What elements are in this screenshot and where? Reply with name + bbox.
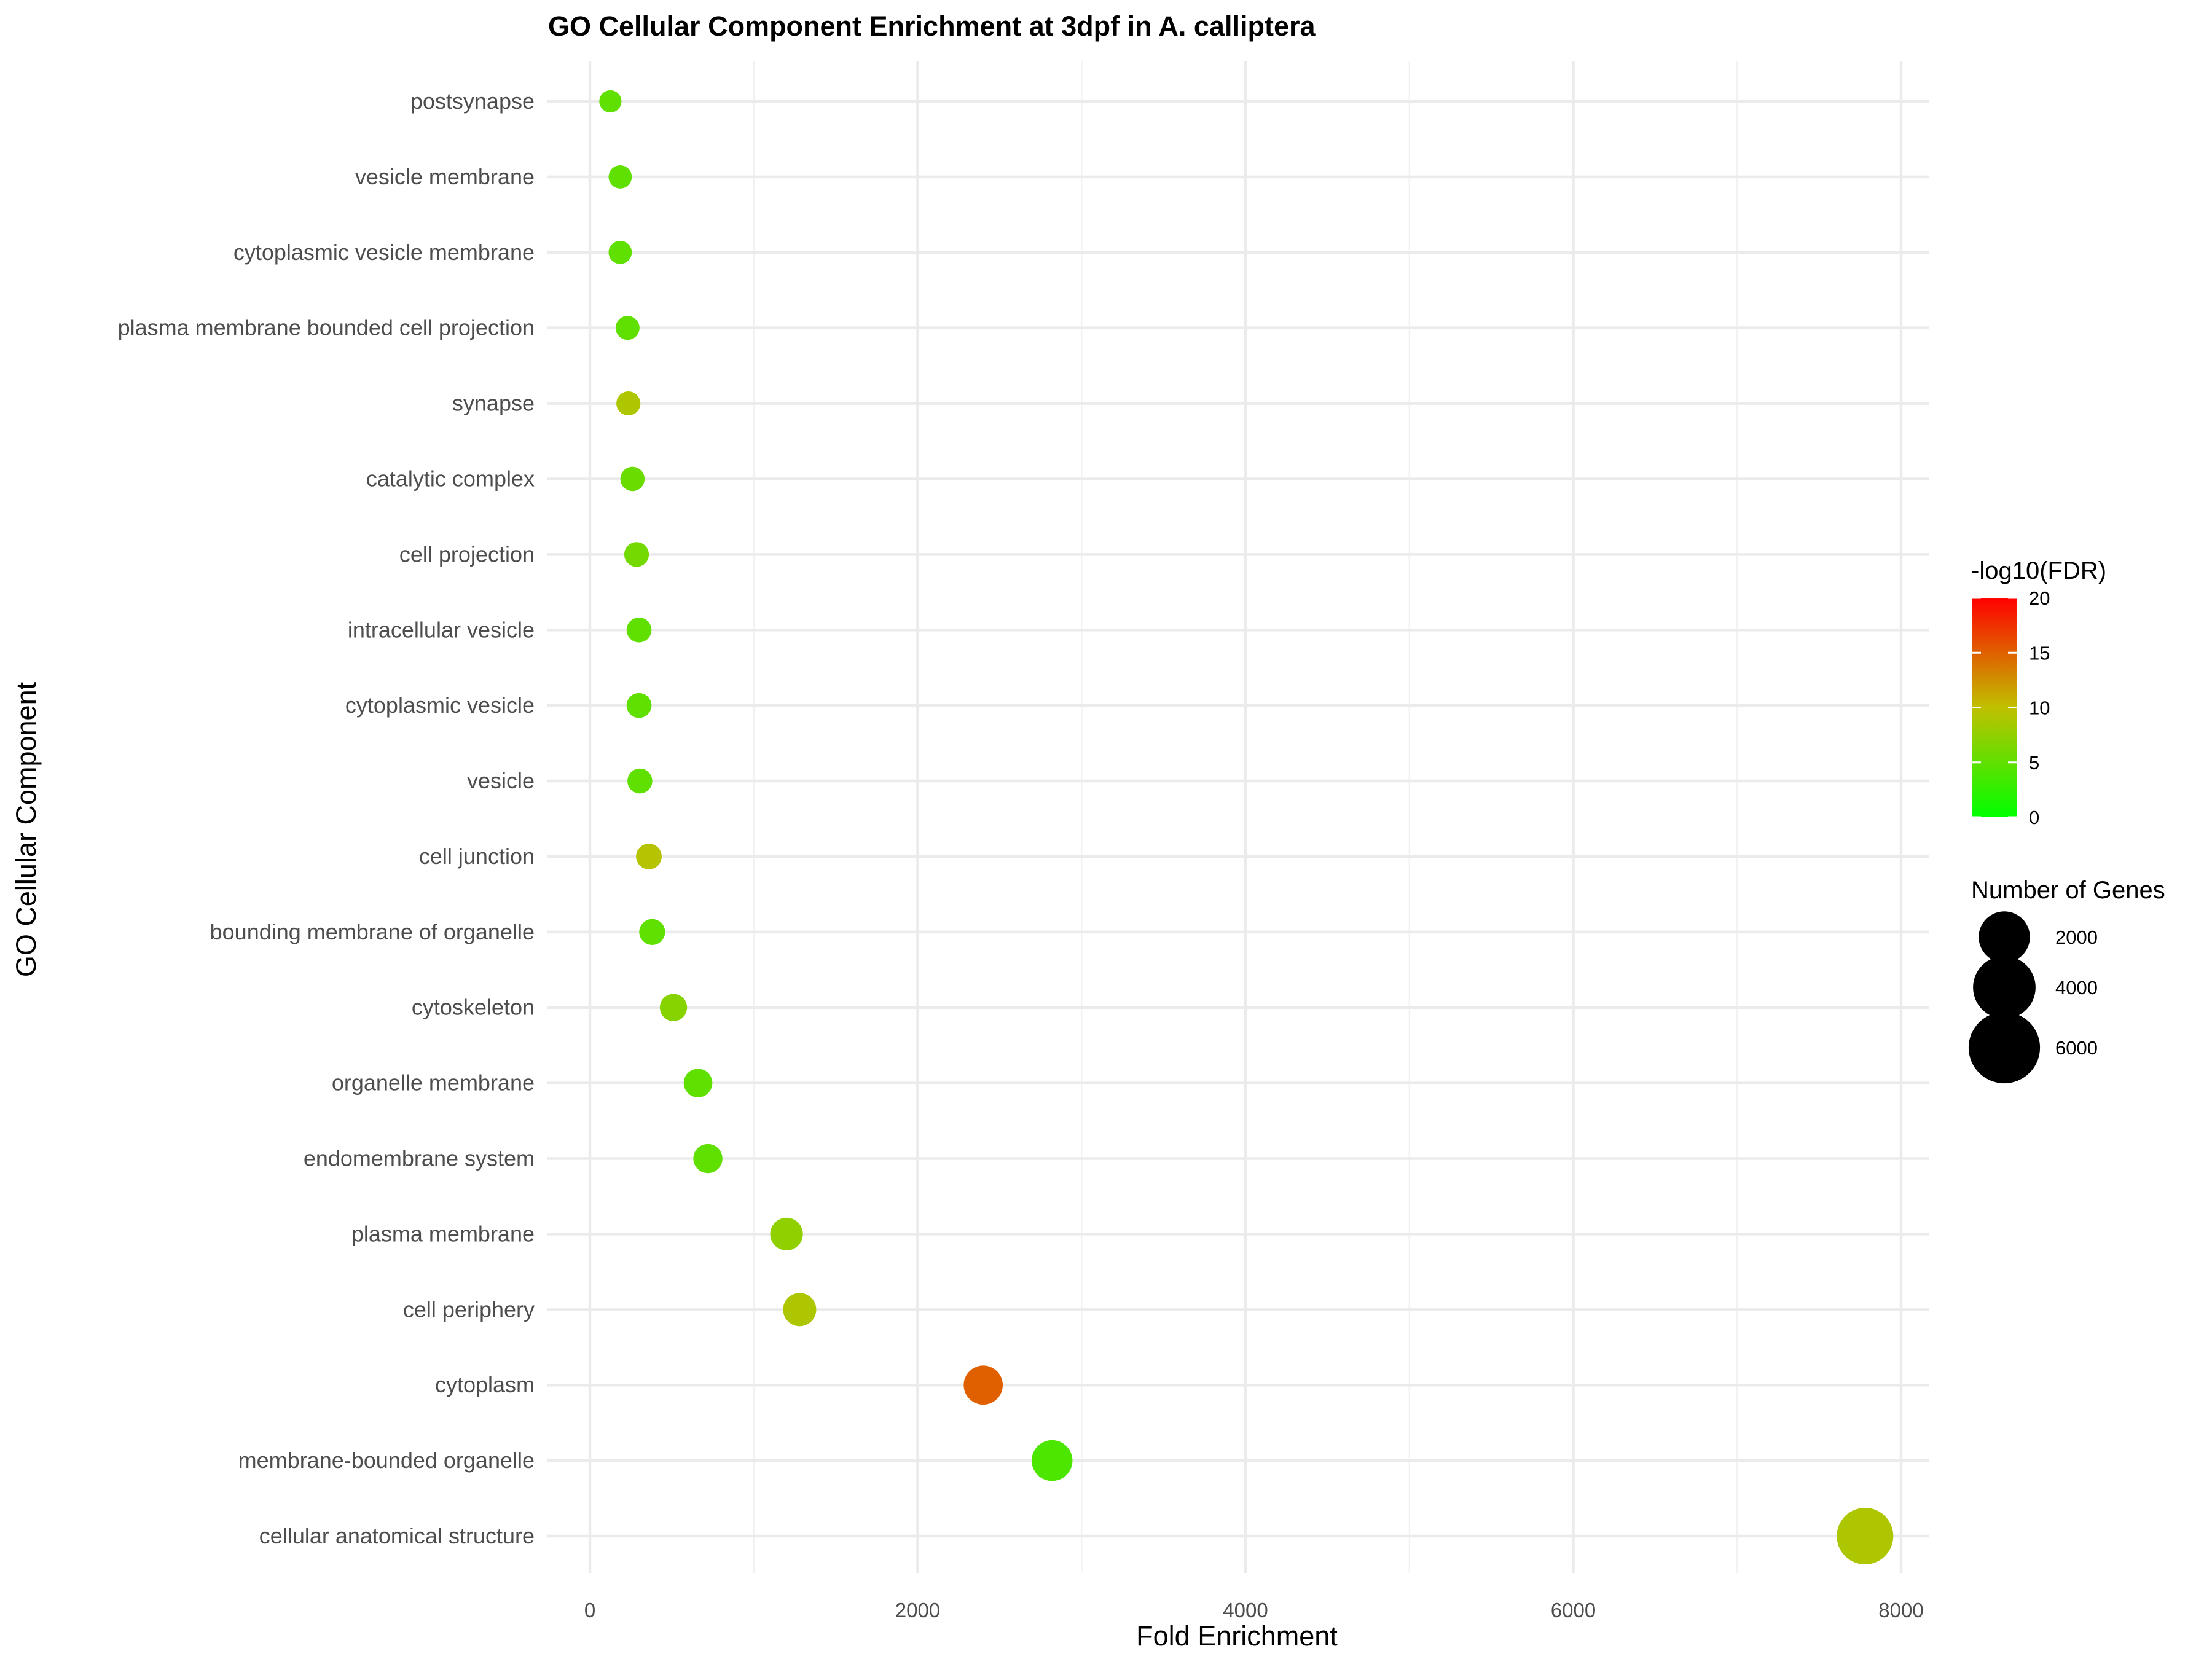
size-legend: Number of Genes 2000 4000 6000: [1968, 877, 2165, 1084]
data-point: [627, 768, 653, 794]
y-tick-labels: cellular anatomical structure membrane-bo…: [118, 88, 535, 1548]
x-axis-title: Fold Enrichment: [1136, 1620, 1338, 1652]
data-point: [624, 542, 649, 567]
x-tick-label: 6000: [1551, 1599, 1596, 1622]
y-tick-label: vesicle membrane: [355, 164, 535, 189]
y-tick-label: cytoplasmic vesicle membrane: [233, 240, 535, 265]
y-tick-label: organelle membrane: [332, 1070, 535, 1096]
data-point: [783, 1293, 817, 1327]
color-legend-tick-label: 5: [2029, 752, 2039, 774]
data-point: [639, 919, 665, 945]
data-point: [683, 1069, 713, 1097]
size-legend-dot: [1979, 911, 2030, 963]
y-tick-label: membrane-bounded organelle: [238, 1448, 535, 1473]
data-point: [963, 1365, 1003, 1405]
y-tick-label: cytoplasmic vesicle: [345, 692, 535, 718]
grid-layer: [547, 61, 1929, 1573]
data-point: [626, 617, 652, 643]
data-points: [599, 90, 1894, 1564]
color-legend-tick-label: 20: [2029, 587, 2050, 609]
size-legend-label: 6000: [2055, 1037, 2098, 1059]
y-tick-label: endomembrane system: [304, 1146, 535, 1171]
y-tick-label: cell periphery: [403, 1296, 535, 1322]
x-tick-label: 2000: [895, 1599, 940, 1622]
data-point: [615, 316, 640, 340]
data-point: [1837, 1508, 1894, 1564]
color-legend-tick-label: 15: [2029, 642, 2050, 664]
y-tick-label: cytoplasm: [435, 1372, 535, 1397]
x-tick-label: 8000: [1878, 1599, 1923, 1622]
data-point: [608, 240, 632, 264]
x-tick-label: 0: [584, 1599, 595, 1622]
size-legend-label: 2000: [2055, 927, 2098, 948]
data-point: [608, 165, 632, 189]
data-point: [659, 994, 688, 1021]
size-legend-label: 4000: [2055, 977, 2098, 998]
y-tick-label: plasma membrane: [351, 1221, 535, 1246]
y-tick-label: postsynapse: [410, 88, 535, 114]
x-tick-label: 4000: [1223, 1599, 1268, 1622]
size-legend-dot: [1968, 1011, 2041, 1084]
y-tick-label: plasma membrane bounded cell projection: [118, 315, 535, 340]
size-legend-dot: [1973, 956, 2036, 1019]
x-tick-labels: 0 2000 4000 6000 8000: [584, 1599, 1924, 1622]
data-point: [770, 1217, 803, 1251]
data-point: [1032, 1440, 1073, 1481]
data-point: [599, 90, 622, 113]
color-legend-ticks: 0 5 10 15 20: [1972, 587, 2050, 828]
color-legend-tick-label: 10: [2029, 697, 2050, 719]
color-legend-tick-label: 0: [2029, 807, 2039, 828]
y-tick-label: cellular anatomical structure: [259, 1523, 535, 1548]
color-legend-title: -log10(FDR): [1971, 557, 2106, 584]
data-point: [693, 1143, 723, 1174]
y-tick-label: cytoskeleton: [412, 995, 535, 1020]
data-point: [636, 844, 662, 869]
y-tick-label: vesicle: [467, 768, 535, 793]
y-tick-label: intracellular vesicle: [348, 617, 535, 642]
data-point: [626, 692, 652, 718]
size-legend-title: Number of Genes: [1971, 877, 2165, 904]
y-tick-label: cell projection: [399, 541, 535, 567]
y-tick-label: synapse: [452, 391, 535, 416]
y-tick-label: cell junction: [419, 844, 535, 869]
y-tick-label: catalytic complex: [366, 466, 535, 491]
y-axis-title: GO Cellular Component: [10, 681, 42, 977]
data-point: [620, 466, 645, 492]
chart-title: GO Cellular Component Enrichment at 3dpf…: [548, 10, 1316, 42]
data-point: [616, 391, 641, 416]
size-legend-items: 2000 4000 6000: [1968, 911, 2098, 1084]
y-tick-label: bounding membrane of organelle: [210, 919, 535, 944]
color-legend: -log10(FDR) 0 5 10 15 20: [1971, 557, 2106, 828]
